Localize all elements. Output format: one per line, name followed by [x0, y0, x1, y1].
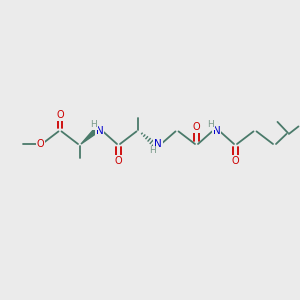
Text: N: N [96, 126, 104, 136]
Text: O: O [232, 155, 239, 166]
Polygon shape [81, 130, 97, 144]
Text: N: N [213, 126, 220, 136]
Text: N: N [154, 139, 162, 149]
Text: H: H [91, 120, 97, 129]
Text: H: H [208, 120, 214, 129]
Text: O: O [115, 155, 122, 166]
Text: O: O [193, 122, 200, 133]
Text: O: O [37, 139, 44, 149]
Text: O: O [56, 110, 64, 120]
Text: H: H [149, 146, 156, 155]
